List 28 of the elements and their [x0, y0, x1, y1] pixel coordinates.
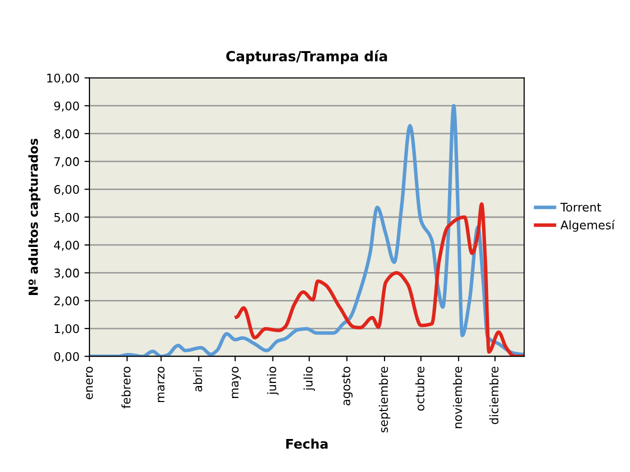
y-tick-label: 2,00	[54, 296, 79, 307]
y-tick-label: 6,00	[54, 184, 79, 196]
legend-label: Algemesí	[560, 220, 615, 232]
x-tick-label: diciembre	[489, 366, 498, 424]
x-tick-label: noviembre	[452, 366, 462, 428]
x-tick-label: junio	[267, 366, 279, 396]
x-tick-label: septiembre	[378, 366, 390, 432]
y-tick-label: 0,00	[54, 352, 79, 362]
y-tick-label: 4,00	[54, 240, 79, 251]
legend-label: Torrent	[560, 202, 602, 212]
y-tick-label: 10,00	[47, 74, 79, 84]
x-tick-label: abril	[193, 367, 202, 392]
x-tick-label: enero	[86, 366, 93, 400]
y-tick-label: 3,00	[54, 268, 79, 279]
x-tick-label: marzo	[158, 366, 165, 402]
y-tick-label: 7,00	[54, 157, 79, 168]
x-tick-label: febrero	[121, 366, 131, 408]
x-tick-label: octubre	[415, 366, 424, 411]
y-tick-label: 8,00	[54, 129, 79, 140]
x-tick-label: agosto	[342, 366, 353, 406]
y-axis-title: Nº adultos capturados	[28, 138, 40, 295]
chart-title: Capturas/Trampa día	[226, 50, 387, 64]
y-tick-label: 9,00	[54, 101, 79, 112]
x-tick-label: mayo	[232, 366, 241, 398]
x-tick-label: julio	[304, 366, 315, 391]
x-axis-title: Fecha	[286, 438, 328, 449]
y-tick-label: 5,00	[54, 212, 79, 223]
y-tick-label: 1,00	[54, 324, 79, 334]
